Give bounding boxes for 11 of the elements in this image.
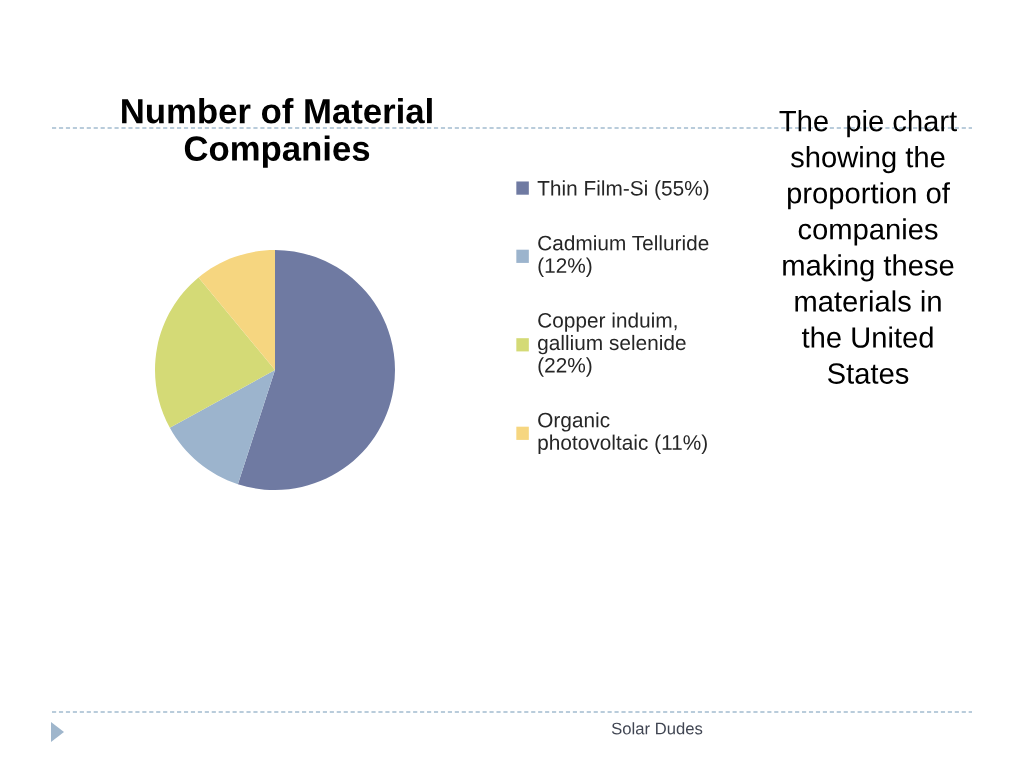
text: The pie chart showing the proportion of companies making these materials in the United States	[779, 110, 957, 384]
legend-label: Copper induim, gallium selenide (22%)	[538, 312, 686, 377]
pie-slice	[237, 250, 395, 490]
pie-slice	[155, 277, 275, 428]
pie-slice	[198, 250, 275, 370]
chart-title: Number of Material Companies	[122, 98, 432, 168]
legend-label: Thin Film-Si (55%)	[537, 180, 709, 200]
text: Solar Dudes	[611, 722, 703, 735]
legend-label: Organic photovoltaic (11%)	[538, 412, 707, 455]
legend-label: Cadmium Telluride (12%)	[538, 235, 709, 278]
pie-slice	[169, 370, 275, 485]
